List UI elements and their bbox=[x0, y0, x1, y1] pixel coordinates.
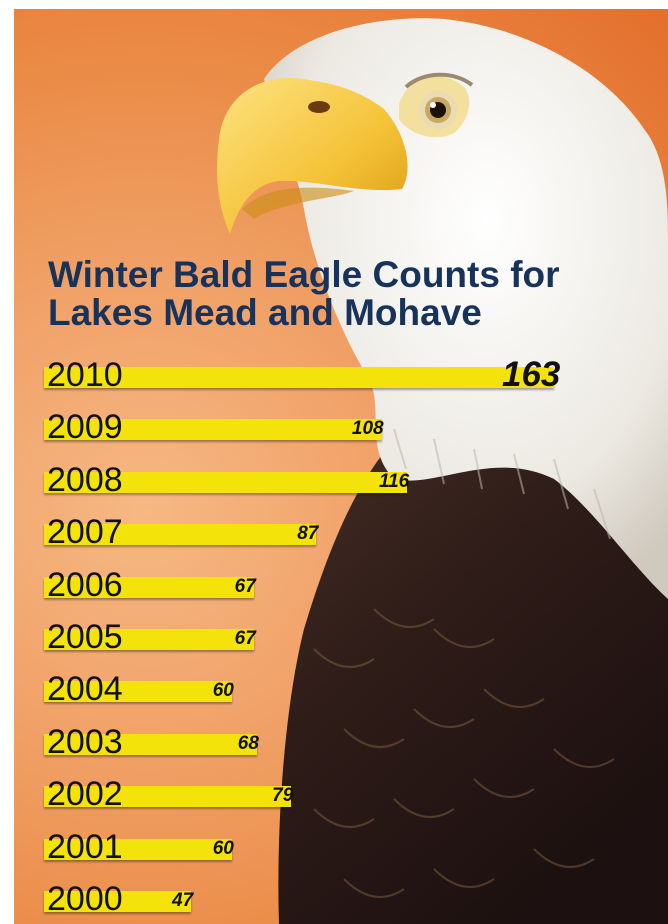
bar-row: 2004 60 bbox=[44, 671, 312, 723]
year-label: 2004 bbox=[47, 670, 123, 709]
bald-eagle-illustration bbox=[217, 18, 668, 924]
chart-title-line-1: Winter Bald Eagle Counts for bbox=[48, 254, 560, 295]
year-label: 2003 bbox=[47, 722, 123, 761]
value-label: 68 bbox=[237, 732, 259, 754]
value-label: 163 bbox=[502, 355, 561, 394]
value-label: 108 bbox=[351, 418, 384, 440]
year-label: 2007 bbox=[47, 513, 123, 552]
bar-row: 2006 67 bbox=[44, 567, 334, 619]
bar bbox=[44, 367, 554, 388]
bar bbox=[44, 524, 317, 546]
value-label: 67 bbox=[234, 575, 256, 597]
bar-row: 2009 108 bbox=[44, 409, 462, 461]
value-label: 87 bbox=[297, 523, 319, 545]
year-label: 2008 bbox=[47, 460, 123, 499]
bar bbox=[44, 629, 254, 650]
chart-title-line-2: Lakes Mead and Mohave bbox=[48, 292, 482, 333]
bar-row: 2008 116 bbox=[44, 462, 487, 514]
bar bbox=[44, 733, 257, 755]
bar bbox=[44, 891, 192, 912]
value-label: 47 bbox=[172, 890, 194, 911]
year-label: 2002 bbox=[47, 775, 123, 814]
year-label: 2010 bbox=[47, 356, 123, 394]
bar-row: 2007 87 bbox=[44, 514, 396, 566]
bar bbox=[44, 471, 407, 493]
bar-row: 2003 68 bbox=[44, 724, 337, 776]
bar bbox=[44, 419, 382, 441]
year-label: 2006 bbox=[47, 565, 123, 604]
bar bbox=[44, 576, 254, 598]
bar-row: 2000 47 bbox=[44, 881, 271, 924]
bar-row: 2010 163 bbox=[44, 357, 634, 409]
chart-poster: Winter Bald Eagle Counts for Lakes Mead … bbox=[14, 9, 668, 924]
value-label: 67 bbox=[234, 628, 256, 649]
value-label: 60 bbox=[212, 680, 234, 702]
value-label: 79 bbox=[272, 785, 294, 807]
year-label: 2005 bbox=[47, 618, 123, 656]
bar bbox=[44, 681, 232, 703]
bar-chart-area: 2010 163 2009 108 2008 116 2007 87 2006 67 2005 67 2… bbox=[14, 9, 668, 924]
bar-row: 2001 60 bbox=[44, 829, 312, 881]
bar bbox=[44, 786, 292, 808]
chart-title: Winter Bald Eagle Counts for Lakes Mead … bbox=[48, 256, 648, 332]
bar bbox=[44, 838, 232, 860]
value-label: 116 bbox=[378, 470, 410, 492]
year-label: 2000 bbox=[47, 880, 123, 918]
year-label: 2009 bbox=[47, 408, 123, 447]
bar-row: 2002 79 bbox=[44, 776, 371, 828]
year-label: 2001 bbox=[47, 827, 123, 866]
bar-row: 2005 67 bbox=[44, 619, 334, 671]
value-label: 60 bbox=[212, 837, 234, 859]
